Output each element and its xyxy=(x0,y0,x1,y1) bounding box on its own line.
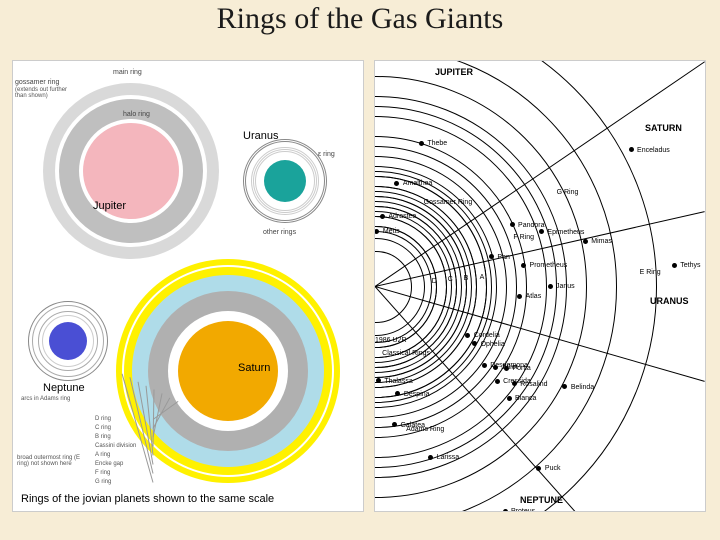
uranus-e-ring-label: ε ring xyxy=(318,151,335,158)
ura-9-label: Ophelia xyxy=(481,341,505,348)
uranus-head: URANUS xyxy=(650,296,689,306)
saturn-ring-label-5: Encke gap xyxy=(95,461,123,467)
janus-dot xyxy=(548,284,553,289)
mimas-dot xyxy=(583,239,588,244)
thebe-label: Thebe xyxy=(427,140,447,147)
saturn-note: broad outermost ring (E ring) not shown … xyxy=(17,455,87,467)
tethys-label: Tethys xyxy=(680,262,700,269)
uranus-other-label: other rings xyxy=(263,229,296,236)
jupiter-label: Jupiter xyxy=(93,201,126,212)
ura-10-dot xyxy=(465,333,470,338)
atlas-dot xyxy=(517,294,522,299)
prometheus-label: Prometheus xyxy=(530,262,568,269)
jup-goss: Gossamer Ring xyxy=(424,199,473,206)
left-panel: Jupiter main ring gossamer ring (extends… xyxy=(12,60,364,512)
ura-10-label: Cordelia xyxy=(474,332,500,339)
saturn-ring-label-6: F ring xyxy=(95,470,110,476)
jupiter-halo-label: halo ring xyxy=(123,111,150,118)
neptune-head: NEPTUNE xyxy=(520,495,563,505)
sat-G: G Ring xyxy=(557,189,579,196)
neptune-ring-4 xyxy=(49,322,87,360)
ura-6-label: Desdemona xyxy=(490,362,528,369)
janus-label: Janus xyxy=(556,283,575,290)
neptune-label: Neptune xyxy=(43,383,85,394)
sat-A: A xyxy=(480,274,485,281)
ura-2-label: Puck xyxy=(545,465,561,472)
pan-label: Pan xyxy=(497,254,509,261)
ura-1986: 1986 U2R xyxy=(375,337,407,344)
proteus-dot xyxy=(503,509,508,512)
ura-6-dot xyxy=(482,363,487,368)
ura-classical: Classical Rings xyxy=(382,350,430,357)
ura-0-label: Belinda xyxy=(571,384,594,391)
larissa-label: Larissa xyxy=(437,454,460,461)
thalassa-label: Thalassa xyxy=(384,378,412,385)
despina-label: Despina xyxy=(404,391,430,398)
pandora-label: Pandora xyxy=(518,222,544,229)
tethys-dot xyxy=(672,263,677,268)
ura-7-label: Cressida xyxy=(503,378,531,385)
adrastea-label: Adrastea xyxy=(388,213,416,220)
larissa-dot xyxy=(428,455,433,460)
sat-C: C xyxy=(448,276,453,283)
jupiter-gossamer-sub: (extends out further than shown) xyxy=(15,87,75,99)
sat-F: F Ring xyxy=(513,234,534,241)
saturn-ring-label-7: G ring xyxy=(95,479,111,485)
saturn-ring-label-3: Cassini division xyxy=(95,443,136,449)
nep-adams: Adams Ring xyxy=(406,426,444,433)
saturn-ring-label-2: B ring xyxy=(95,434,111,440)
sat-D: D xyxy=(432,278,437,285)
enceladus-dot xyxy=(629,147,634,152)
thebe-dot xyxy=(419,141,424,146)
sat-E: E Ring xyxy=(640,269,661,276)
ura-8-label: Bianca xyxy=(515,395,536,402)
ura-7-dot xyxy=(495,379,500,384)
ura-8-dot xyxy=(507,396,512,401)
prometheus-dot xyxy=(521,263,526,268)
adrastea-dot xyxy=(380,214,385,219)
left-caption: Rings of the jovian planets shown to the… xyxy=(21,493,274,505)
saturn-ring-label-1: C ring xyxy=(95,425,111,431)
saturn-ring-label-4: A ring xyxy=(95,452,110,458)
mimas-label: Mimas xyxy=(591,238,612,245)
atlas-label: Atlas xyxy=(526,293,542,300)
uranus-label: Uranus xyxy=(243,131,278,142)
uranus-ring-5 xyxy=(264,160,306,202)
proteus-label: Proteus xyxy=(511,508,535,512)
sat-B: B xyxy=(464,275,469,282)
saturn-head: SATURN xyxy=(645,123,682,133)
jupiter-gossamer-label: gossamer ring xyxy=(15,79,59,86)
neptune-arcs-label: arcs in Adams ring xyxy=(21,396,70,402)
enceladus-label: Enceladus xyxy=(637,147,670,154)
metis-label: Metis xyxy=(383,228,400,235)
amalthea-label: Amalthea xyxy=(403,180,433,187)
saturn-label: Saturn xyxy=(238,363,270,374)
jupiter-head: JUPITER xyxy=(435,67,473,77)
page-title: Rings of the Gas Giants xyxy=(0,2,720,36)
right-panel: JUPITER SATURN URANUS NEPTUNE Thebe Amalt… xyxy=(374,60,706,512)
jupiter-main-ring-label: main ring xyxy=(113,69,142,76)
saturn-ring-label-0: D ring xyxy=(95,416,111,422)
epimetheus-label: Epimetheus xyxy=(547,229,584,236)
